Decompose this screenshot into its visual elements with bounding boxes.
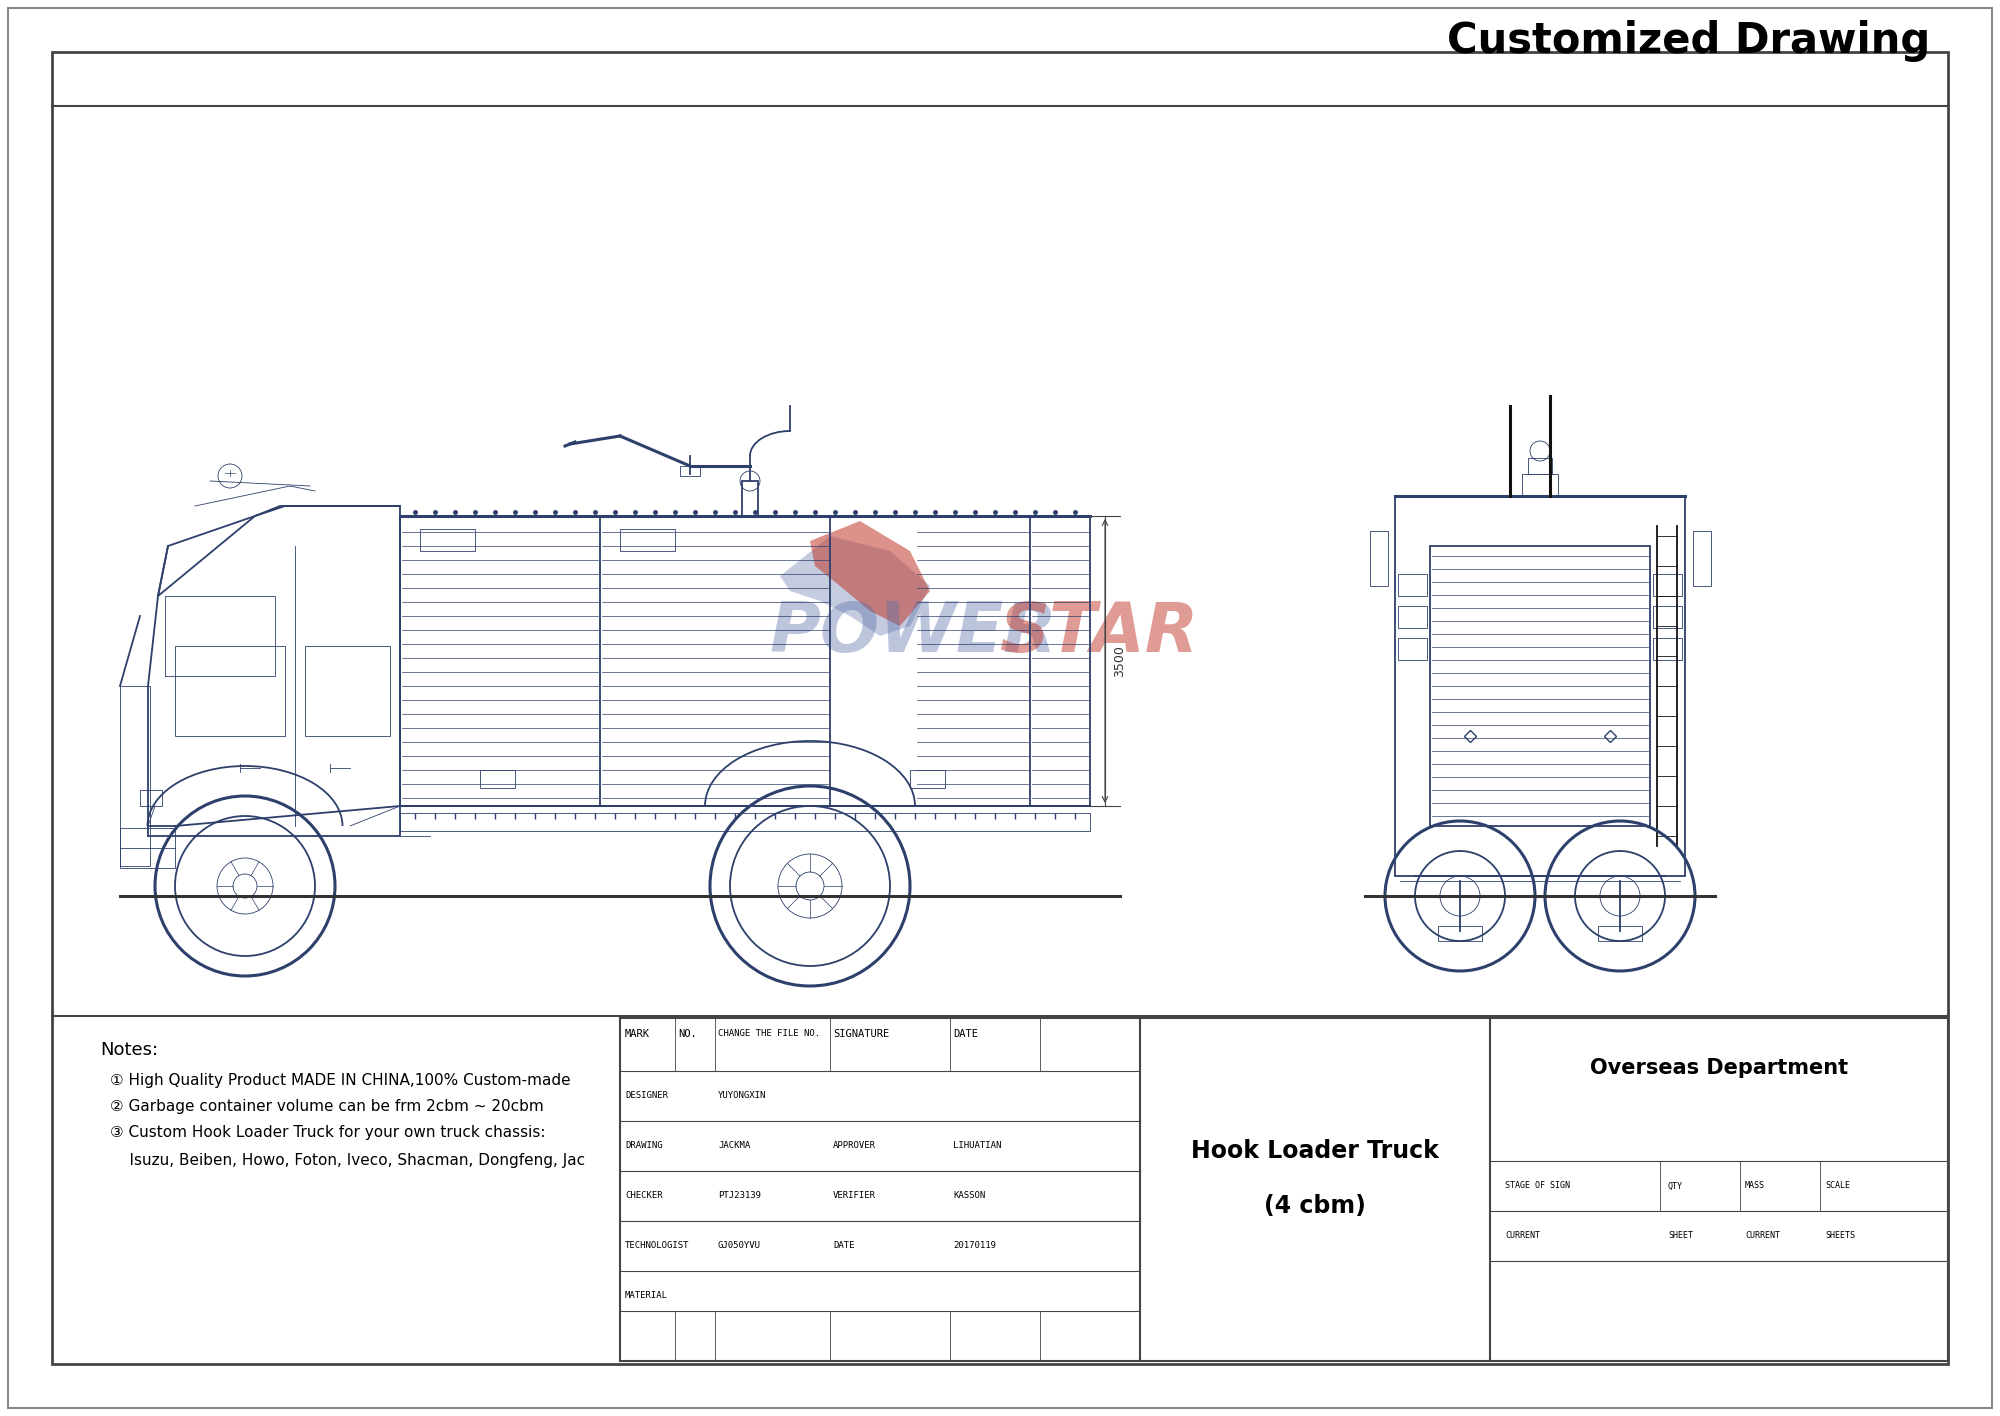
Text: CHANGE THE FILE NO.: CHANGE THE FILE NO.	[718, 1029, 820, 1038]
Bar	[420, 530, 476, 551]
Text: MARK: MARK	[624, 1029, 650, 1039]
Bar	[1430, 547, 1650, 826]
Bar	[742, 481, 758, 515]
Bar	[1438, 926, 1482, 942]
Text: DESIGNER: DESIGNER	[624, 1092, 668, 1100]
Text: LIHUATIAN: LIHUATIAN	[954, 1141, 1002, 1150]
Bar	[1398, 573, 1428, 596]
Bar	[1398, 606, 1428, 629]
Text: Isuzu, Beiben, Howo, Foton, Iveco, Shacman, Dongfeng, Jac: Isuzu, Beiben, Howo, Foton, Iveco, Shacm…	[110, 1153, 586, 1168]
Bar	[1370, 531, 1388, 586]
Text: ① High Quality Product MADE IN CHINA,100% Custom-made: ① High Quality Product MADE IN CHINA,100…	[110, 1073, 570, 1087]
Text: TECHNOLOGIST: TECHNOLOGIST	[624, 1242, 690, 1250]
Bar	[1692, 531, 1712, 586]
Text: YUYONGXIN: YUYONGXIN	[718, 1092, 766, 1100]
Bar	[140, 790, 162, 806]
Text: SIGNATURE: SIGNATURE	[832, 1029, 890, 1039]
Text: SHEET: SHEET	[1668, 1232, 1692, 1240]
Text: QTY: QTY	[1668, 1181, 1684, 1191]
Bar	[1396, 496, 1684, 877]
Text: CURRENT: CURRENT	[1744, 1232, 1780, 1240]
Bar	[1652, 573, 1682, 596]
Text: (4 cbm): (4 cbm)	[1264, 1194, 1366, 1218]
Text: SHEETS: SHEETS	[1824, 1232, 1856, 1240]
Text: DRAWING: DRAWING	[624, 1141, 662, 1150]
Text: ③ Custom Hook Loader Truck for your own truck chassis:: ③ Custom Hook Loader Truck for your own …	[110, 1124, 546, 1140]
Text: Hook Loader Truck: Hook Loader Truck	[1192, 1138, 1438, 1163]
Text: KASSON: KASSON	[954, 1191, 986, 1201]
Bar	[620, 1018, 1948, 1361]
Text: Overseas Department: Overseas Department	[1590, 1058, 1848, 1078]
Text: Customized Drawing: Customized Drawing	[1446, 20, 1930, 62]
Text: Notes:: Notes:	[100, 1041, 158, 1059]
Text: NO.: NO.	[678, 1029, 696, 1039]
Bar	[1652, 606, 1682, 629]
Text: 20170119: 20170119	[954, 1242, 996, 1250]
Text: SCALE: SCALE	[1824, 1181, 1850, 1191]
Polygon shape	[810, 521, 930, 626]
Bar	[400, 515, 1090, 806]
Bar	[1598, 926, 1642, 942]
Text: POWER: POWER	[770, 599, 1058, 666]
Bar	[1528, 457, 1552, 474]
Bar	[400, 813, 1090, 831]
Text: CURRENT: CURRENT	[1506, 1232, 1540, 1240]
Bar	[1522, 474, 1558, 496]
Bar	[680, 466, 700, 476]
Text: GJ050YVU: GJ050YVU	[718, 1242, 760, 1250]
Bar	[910, 770, 946, 787]
Text: DATE: DATE	[954, 1029, 978, 1039]
Text: MASS: MASS	[1744, 1181, 1766, 1191]
Bar	[1398, 639, 1428, 660]
Text: DATE: DATE	[832, 1242, 854, 1250]
Bar	[480, 770, 516, 787]
Bar	[1652, 639, 1682, 660]
Bar	[620, 530, 676, 551]
Text: VERIFIER: VERIFIER	[832, 1191, 876, 1201]
Bar	[176, 646, 286, 736]
Text: JACKMA: JACKMA	[718, 1141, 750, 1150]
Text: PTJ23139: PTJ23139	[718, 1191, 760, 1201]
Bar	[120, 828, 176, 868]
Text: 3500: 3500	[1112, 646, 1126, 677]
Text: MATERIAL: MATERIAL	[624, 1291, 668, 1300]
Text: STAR: STAR	[1000, 599, 1200, 666]
Bar	[120, 685, 150, 867]
Bar	[304, 646, 390, 736]
Polygon shape	[780, 537, 930, 636]
Text: ② Garbage container volume can be frm 2cbm ~ 20cbm: ② Garbage container volume can be frm 2c…	[110, 1099, 544, 1114]
Text: STAGE OF SIGN: STAGE OF SIGN	[1506, 1181, 1570, 1191]
Text: CHECKER: CHECKER	[624, 1191, 662, 1201]
Text: APPROVER: APPROVER	[832, 1141, 876, 1150]
